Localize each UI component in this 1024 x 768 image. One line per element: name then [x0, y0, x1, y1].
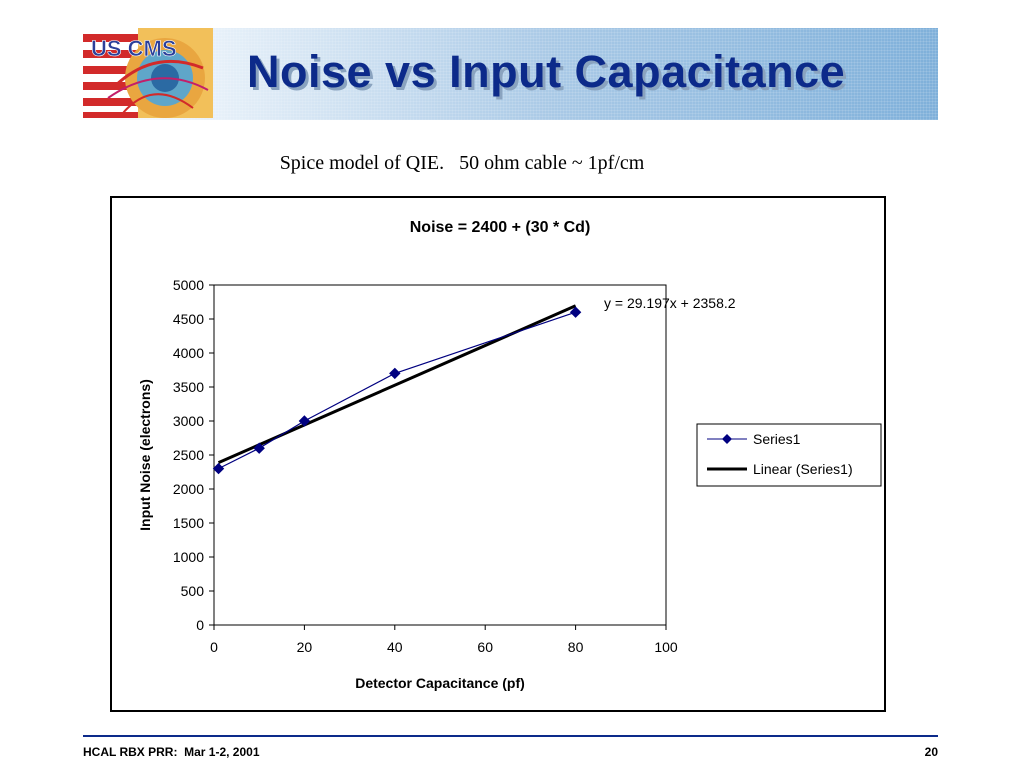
y-tick-label: 3500 — [173, 379, 204, 395]
y-tick-label: 4000 — [173, 345, 204, 361]
x-tick-label: 100 — [654, 639, 678, 655]
x-tick-label: 20 — [297, 639, 313, 655]
data-point — [253, 442, 265, 454]
y-tick-label: 5000 — [173, 277, 204, 293]
data-point — [298, 415, 311, 427]
chart-frame: Noise = 2400 + (30 * Cd) 0 500 1000 1500 200… — [110, 196, 886, 712]
y-tick-label: 4500 — [173, 311, 204, 327]
x-tick-label: 60 — [477, 639, 493, 655]
plot-border — [213, 284, 667, 626]
y-tick-label: 3000 — [173, 413, 204, 429]
series-group — [212, 306, 582, 475]
x-tick-label: 80 — [568, 639, 584, 655]
y-tick-label: 500 — [181, 583, 205, 599]
us-cms-logo: US CMS — [83, 28, 213, 118]
data-point — [212, 462, 225, 475]
slide-subtitle: Spice model of QIE. 50 ohm cable ~ 1pf/c… — [279, 152, 645, 174]
trendline-equation: y = 29.197x + 2358.2 — [604, 295, 736, 311]
legend-series-label: Series1 — [753, 431, 801, 447]
legend-trendline-label: Linear (Series1) — [753, 461, 853, 477]
legend: Series1 Linear (Series1) — [696, 423, 882, 487]
legend-box — [696, 423, 882, 487]
trendline — [217, 304, 577, 465]
y-tick-label: 1000 — [173, 549, 204, 565]
x-axis-title: Detector Capacitance (pf) — [355, 675, 525, 691]
page-number: 20 — [924, 745, 938, 759]
plot-area — [213, 284, 667, 626]
legend-series-marker — [722, 434, 732, 444]
y-axis-title: Input Noise (electrons) — [137, 379, 153, 531]
y-tick-label: 0 — [196, 617, 204, 633]
series-line — [218, 311, 576, 470]
data-point — [569, 306, 582, 318]
y-tick-label: 2500 — [173, 447, 204, 463]
footer-rule — [83, 735, 938, 737]
x-tick-label: 0 — [210, 639, 218, 655]
header-band — [83, 28, 938, 120]
y-tick-label: 1500 — [173, 515, 204, 531]
y-tick-label: 2000 — [173, 481, 204, 497]
chart-title: Noise = 2400 + (30 * Cd) — [410, 219, 591, 236]
chart: Noise = 2400 + (30 * Cd) 050010001500200… — [137, 219, 882, 691]
logo-text: US CMS — [91, 36, 177, 61]
x-axis: 0 20 40 60 80 100 — [210, 625, 678, 655]
footer-text: HCAL RBX PRR: Mar 1-2, 2001 — [83, 745, 260, 759]
data-point — [389, 367, 401, 380]
trendline-group — [217, 304, 577, 465]
y-axis: 0 500 1000 1500 2000 2500 3000 3500 4000 4500 5000 — [173, 277, 214, 633]
x-tick-label: 40 — [387, 639, 403, 655]
slide-title: Noise vs Input Capacitance — [247, 46, 846, 97]
